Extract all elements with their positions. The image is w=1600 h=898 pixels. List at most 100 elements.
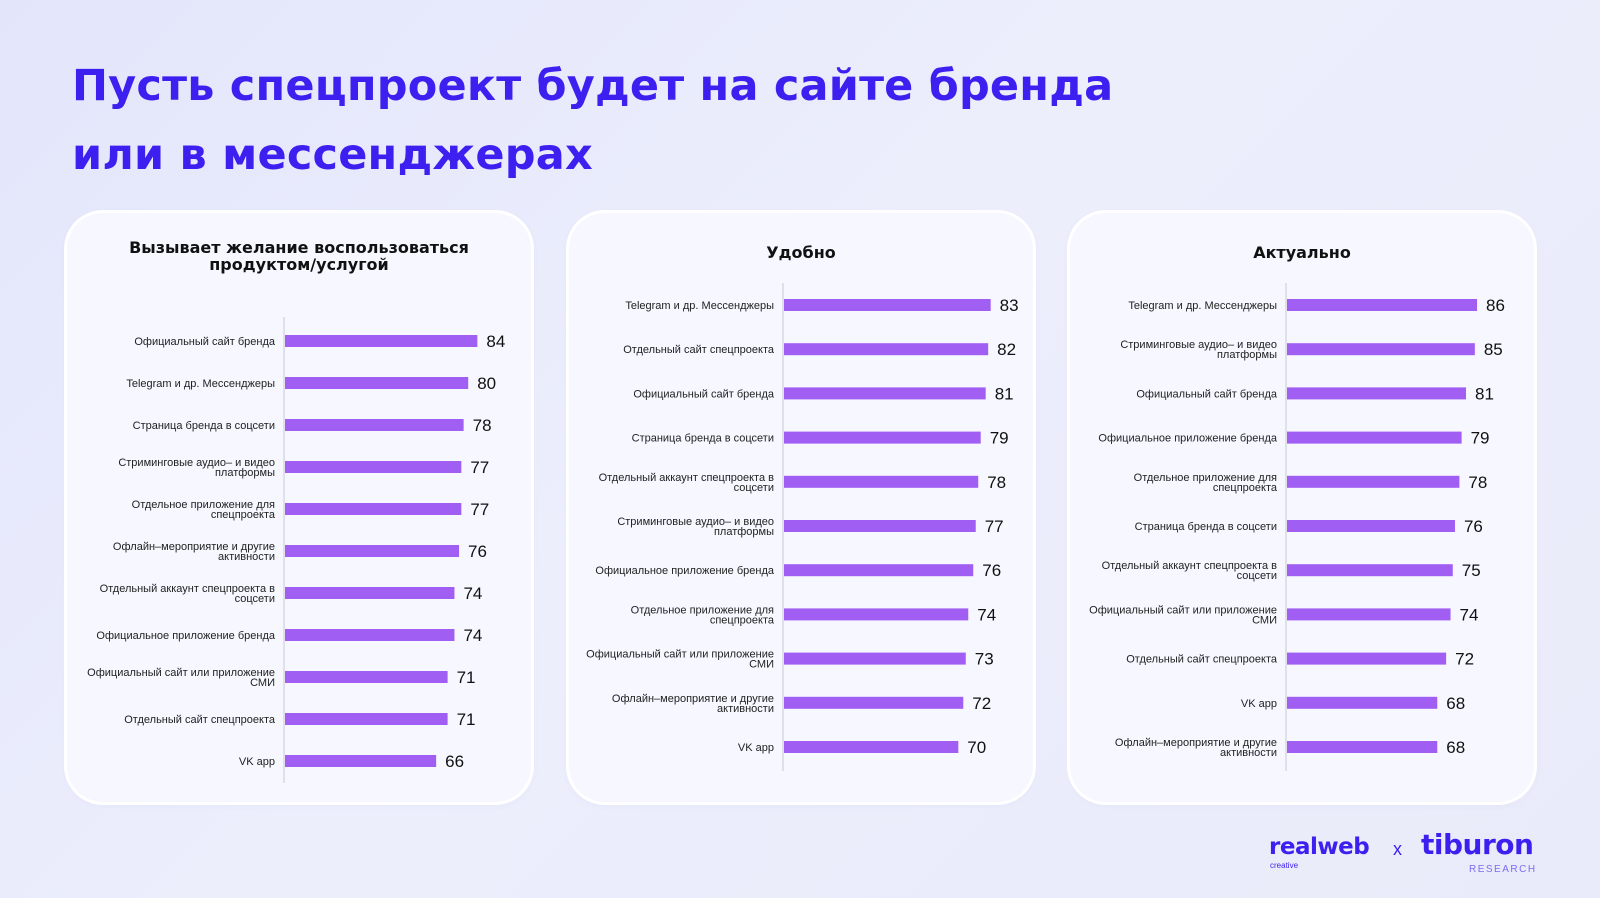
data-label: 74 bbox=[977, 605, 996, 624]
bar bbox=[1287, 564, 1453, 577]
data-label: 78 bbox=[473, 416, 492, 435]
bar bbox=[784, 387, 986, 400]
data-label: 66 bbox=[445, 752, 464, 771]
chart-title-line-1: Актуально bbox=[1253, 243, 1351, 262]
bar-chart-convenient: 83 Telegram и др. Мессенджеры 82 Отдельный … bbox=[586, 283, 1019, 771]
bar bbox=[784, 696, 964, 709]
chart-title-line-1: Вызывает желание воспользоваться bbox=[129, 238, 469, 257]
chart-card-desire: Вызывает желание воспользоваться продукт… bbox=[67, 213, 531, 802]
category-label: СМИ bbox=[1252, 614, 1277, 626]
data-label: 74 bbox=[463, 584, 482, 603]
category-label: Официальное приложение бренда bbox=[595, 565, 774, 577]
category-label: активности bbox=[218, 551, 275, 563]
bar bbox=[784, 299, 991, 311]
category-label: активности bbox=[717, 703, 774, 715]
bar bbox=[1287, 299, 1478, 311]
category-label: соцсети bbox=[235, 593, 275, 605]
data-label: 76 bbox=[982, 561, 1001, 580]
category-label: Telegram и др. Мессенджеры bbox=[126, 378, 275, 390]
data-label: 77 bbox=[470, 500, 489, 519]
category-label: платформы bbox=[215, 467, 275, 479]
tiburon-logo-subtitle: RESEARCH bbox=[1469, 864, 1537, 875]
category-label: активности bbox=[1220, 747, 1277, 759]
category-label: Официальное приложение бренда bbox=[1098, 433, 1277, 445]
category-label: Страница бренда в соцсети bbox=[133, 420, 275, 432]
category-label: Отдельное приложение для bbox=[132, 499, 275, 511]
data-label: 77 bbox=[985, 517, 1004, 536]
data-label: 77 bbox=[470, 458, 489, 477]
data-label: 79 bbox=[1471, 429, 1490, 448]
category-label: Отдельное приложение для bbox=[1134, 472, 1277, 484]
category-label: Официальный сайт или приложение bbox=[586, 649, 774, 661]
category-label: VK app bbox=[239, 756, 275, 768]
category-label: Отдельный аккаунт спецпроекта в bbox=[1102, 560, 1278, 572]
bar bbox=[784, 431, 981, 444]
bar bbox=[1287, 608, 1451, 621]
category-label: Отдельный сайт спецпроекта bbox=[1126, 654, 1278, 666]
bar bbox=[784, 652, 966, 665]
data-label: 78 bbox=[1468, 473, 1487, 492]
bar bbox=[784, 564, 974, 577]
logo-separator: x bbox=[1393, 839, 1402, 859]
data-label: 72 bbox=[1455, 650, 1474, 669]
bar bbox=[1287, 741, 1438, 753]
data-label: 84 bbox=[486, 332, 505, 351]
category-label: Офлайн–мероприятие и другие bbox=[113, 541, 275, 553]
data-label: 73 bbox=[975, 650, 994, 669]
category-label: СМИ bbox=[250, 677, 275, 689]
category-label: спецпроекта bbox=[710, 614, 775, 626]
chart-title: Вызывает желание воспользоваться продукт… bbox=[67, 239, 531, 273]
data-label: 81 bbox=[1475, 384, 1494, 403]
category-label: VK app bbox=[1241, 698, 1277, 710]
data-label: 68 bbox=[1446, 694, 1465, 713]
data-label: 76 bbox=[1464, 517, 1483, 536]
bar bbox=[285, 713, 448, 725]
tiburon-logo: tiburon bbox=[1421, 828, 1534, 861]
category-label: Официальный сайт или приложение bbox=[1089, 604, 1277, 616]
bar bbox=[784, 475, 979, 488]
category-label: Официальный сайт бренда bbox=[134, 336, 276, 348]
category-label: Официальный сайт бренда bbox=[1136, 388, 1278, 400]
bar-chart-desire: 84 Официальный сайт бренда 80 Telegram и др… bbox=[87, 317, 505, 783]
category-label: Отдельный аккаунт спецпроекта в bbox=[100, 583, 276, 595]
bar bbox=[1287, 387, 1467, 400]
category-label: платформы bbox=[714, 526, 774, 538]
category-label: спецпроекта bbox=[211, 509, 276, 521]
data-label: 75 bbox=[1462, 561, 1481, 580]
data-label: 71 bbox=[457, 710, 476, 729]
category-label: Отдельный сайт спецпроекта bbox=[124, 714, 276, 726]
bar bbox=[285, 755, 437, 767]
footer-logos: realweb creative x tiburon RESEARCH bbox=[1262, 826, 1562, 876]
chart-card-convenient: Удобно 83 Telegram и др. Мессенджеры 82 Отд… bbox=[569, 213, 1033, 802]
bar bbox=[784, 741, 959, 753]
data-label: 70 bbox=[967, 738, 986, 757]
category-label: Отдельный аккаунт спецпроекта в bbox=[599, 472, 775, 484]
category-label: VK app bbox=[738, 742, 774, 754]
category-label: платформы bbox=[1217, 349, 1277, 361]
chart-title-line-2: продуктом/услугой bbox=[209, 255, 389, 274]
data-label: 86 bbox=[1486, 296, 1505, 315]
bar bbox=[1287, 475, 1460, 488]
category-label: спецпроекта bbox=[1213, 482, 1278, 494]
bar bbox=[1287, 520, 1455, 532]
bar bbox=[285, 377, 469, 389]
bar bbox=[1287, 343, 1475, 356]
chart-card-relevant: Актуально 86 Telegram и др. Мессенджеры 85… bbox=[1070, 213, 1534, 802]
bar bbox=[784, 608, 969, 621]
bar bbox=[285, 461, 462, 473]
category-label: Официальное приложение бренда bbox=[96, 630, 275, 642]
bar bbox=[285, 503, 462, 515]
realweb-logo-subtitle: creative bbox=[1270, 861, 1299, 870]
bar bbox=[285, 629, 455, 641]
bar bbox=[1287, 652, 1447, 665]
category-label: Telegram и др. Мессенджеры bbox=[1128, 300, 1277, 312]
bar bbox=[285, 671, 448, 683]
page-title-line-1: Пусть спецпроект будет на сайте бренда bbox=[72, 61, 1114, 111]
data-label: 85 bbox=[1484, 340, 1503, 359]
data-label: 80 bbox=[477, 374, 496, 393]
chart-title-line-1: Удобно bbox=[766, 243, 836, 262]
realweb-logo: realweb bbox=[1269, 834, 1370, 860]
data-label: 81 bbox=[995, 384, 1014, 403]
bar bbox=[784, 343, 989, 356]
category-label: Telegram и др. Мессенджеры bbox=[625, 300, 774, 312]
